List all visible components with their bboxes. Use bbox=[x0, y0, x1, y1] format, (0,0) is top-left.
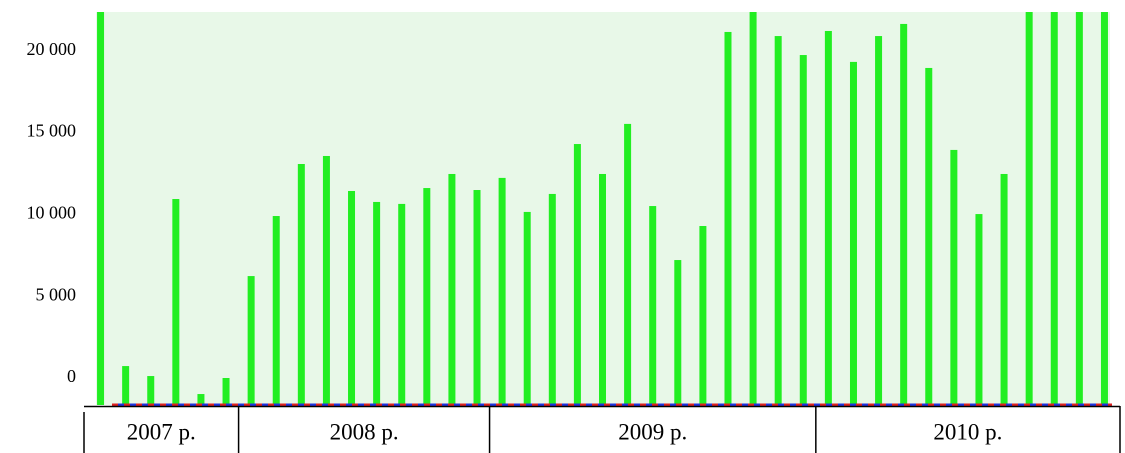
bar bbox=[222, 378, 230, 405]
bar bbox=[1075, 12, 1083, 405]
bar bbox=[147, 376, 155, 405]
y-tick-label: 10 000 bbox=[27, 203, 77, 223]
y-tick-label: 15 000 bbox=[27, 121, 77, 141]
bar bbox=[322, 155, 330, 405]
bar bbox=[523, 211, 531, 405]
bar bbox=[774, 36, 782, 405]
x-group-label: 2008 р. bbox=[330, 419, 399, 444]
bar bbox=[272, 216, 280, 405]
bar bbox=[875, 36, 883, 405]
bar bbox=[348, 190, 356, 405]
x-group-label: 2010 р. bbox=[933, 419, 1002, 444]
bars bbox=[97, 12, 1108, 405]
x-group-label: 2007 р. bbox=[127, 419, 196, 444]
bar bbox=[749, 12, 757, 405]
bar bbox=[1000, 173, 1008, 405]
bar bbox=[925, 67, 933, 405]
bar bbox=[548, 193, 556, 405]
bar bbox=[900, 23, 908, 405]
bar bbox=[724, 31, 732, 405]
bar bbox=[247, 276, 255, 405]
bar bbox=[599, 173, 606, 405]
bar bbox=[699, 226, 707, 405]
bar bbox=[950, 149, 958, 405]
bar bbox=[172, 199, 180, 405]
bar bbox=[122, 366, 130, 405]
axes bbox=[83, 405, 1121, 453]
bar bbox=[398, 203, 406, 405]
bar bbox=[373, 201, 381, 405]
bar bbox=[573, 144, 581, 405]
bar bbox=[473, 190, 481, 405]
bar bbox=[624, 123, 632, 405]
bar bbox=[97, 12, 105, 405]
bar bbox=[297, 163, 305, 405]
bar bbox=[423, 188, 431, 405]
bar bbox=[1050, 12, 1058, 405]
y-tick-label: 0 bbox=[67, 366, 76, 386]
bar bbox=[498, 177, 506, 405]
bar bbox=[849, 61, 857, 405]
bar bbox=[649, 206, 657, 405]
bar bbox=[674, 260, 682, 405]
bar bbox=[799, 55, 807, 405]
bar bbox=[1100, 12, 1108, 405]
x-group-label: 2009 р. bbox=[618, 419, 687, 444]
bar bbox=[824, 30, 832, 405]
bar bbox=[197, 394, 205, 405]
y-tick-label: 20 000 bbox=[27, 39, 77, 59]
y-tick-label: 5 000 bbox=[36, 284, 77, 304]
bar bbox=[975, 214, 983, 405]
bar bbox=[448, 173, 456, 405]
bar bbox=[1025, 12, 1033, 405]
